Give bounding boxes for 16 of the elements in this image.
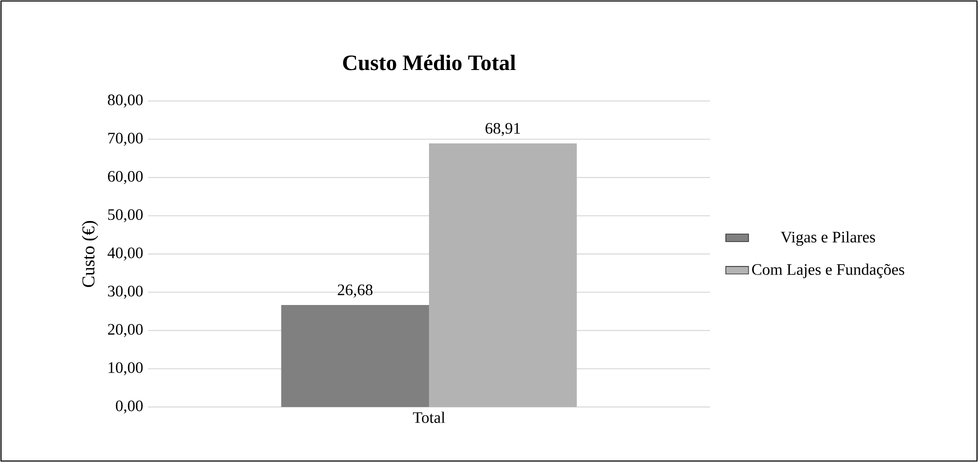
y-tick-label: 80,00 <box>108 94 143 108</box>
x-tick-label: Total <box>412 412 446 424</box>
y-tick-label: 0,00 <box>116 400 143 414</box>
y-tick-label: 70,00 <box>108 132 143 146</box>
y-tick-label: 10,00 <box>108 362 143 376</box>
y-axis-title: Custo (€) <box>82 221 98 288</box>
y-tick-label: 20,00 <box>108 324 143 338</box>
chart-title: Custo Médio Total <box>343 54 516 71</box>
legend-label: Com Lajes e Fundações <box>752 264 904 278</box>
y-tick-label: 40,00 <box>108 248 143 261</box>
legend-label: Vigas e Pilares <box>780 231 876 246</box>
data-label: 68,91 <box>486 123 520 136</box>
y-tick-label: 30,00 <box>108 286 143 300</box>
data-label: 26,68 <box>338 284 372 298</box>
y-tick-label: 60,00 <box>108 171 143 184</box>
y-tick-label: 50,00 <box>108 209 143 223</box>
